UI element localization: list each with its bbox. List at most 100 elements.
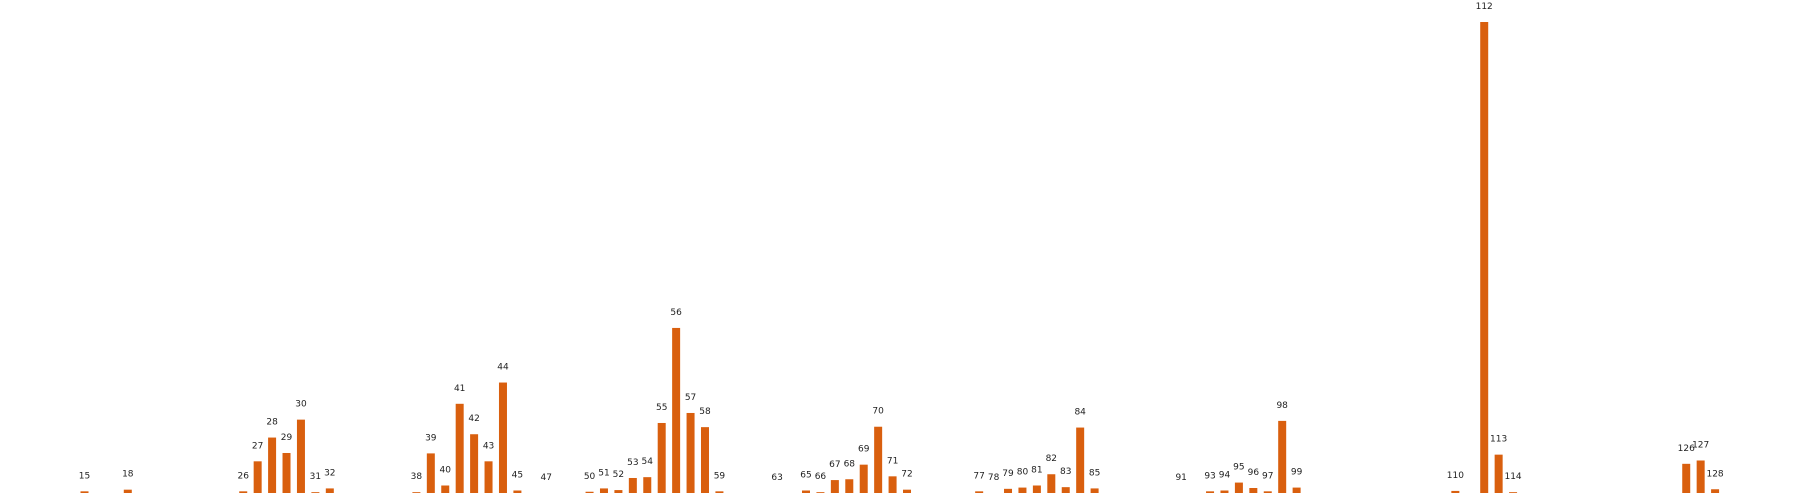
bar-42 xyxy=(470,434,479,493)
bar-18 xyxy=(123,489,132,493)
bar-84 xyxy=(1076,427,1085,493)
bar-32 xyxy=(325,488,334,493)
bar-127 xyxy=(1696,460,1705,493)
bar-69 xyxy=(859,464,868,493)
bar-label-68: 68 xyxy=(844,459,856,469)
bar-81 xyxy=(1032,485,1041,493)
bar-label-126: 126 xyxy=(1678,444,1695,454)
bar-label-128: 128 xyxy=(1706,469,1723,479)
bar-label-99: 99 xyxy=(1291,468,1303,478)
bar-112 xyxy=(1480,22,1489,493)
bar-66 xyxy=(816,492,825,493)
bar-28 xyxy=(268,437,277,493)
bar-label-38: 38 xyxy=(411,472,423,482)
bar-97 xyxy=(1263,491,1272,493)
bar-72 xyxy=(903,489,912,493)
bar-label-113: 113 xyxy=(1490,435,1507,445)
bar-label-65: 65 xyxy=(800,471,811,481)
bar-54 xyxy=(643,477,652,493)
bar-95 xyxy=(1234,482,1243,493)
bar-114 xyxy=(1509,492,1518,493)
bar-label-81: 81 xyxy=(1031,466,1042,476)
bar-label-29: 29 xyxy=(281,433,293,443)
bar-94 xyxy=(1220,490,1229,493)
bar-39 xyxy=(426,453,435,493)
bar-label-52: 52 xyxy=(613,470,624,480)
bar-79 xyxy=(1004,488,1013,493)
bar-label-40: 40 xyxy=(440,466,452,476)
bar-label-127: 127 xyxy=(1692,440,1709,450)
bar-label-72: 72 xyxy=(901,470,912,480)
bar-53 xyxy=(628,477,637,493)
bar-57 xyxy=(686,412,695,493)
bar-label-27: 27 xyxy=(252,441,263,451)
bar-67 xyxy=(830,480,839,493)
bar-41 xyxy=(455,403,464,493)
bar-label-91: 91 xyxy=(1175,473,1186,483)
bar-label-51: 51 xyxy=(598,468,609,478)
bar-98 xyxy=(1278,420,1287,493)
bar-label-82: 82 xyxy=(1046,454,1057,464)
bar-56 xyxy=(672,327,681,493)
bar-label-26: 26 xyxy=(238,471,250,481)
bar-44 xyxy=(498,382,507,493)
bar-30 xyxy=(296,419,305,493)
bar-58 xyxy=(700,427,709,493)
bar-label-77: 77 xyxy=(973,471,984,481)
bar-label-55: 55 xyxy=(656,403,667,413)
bar-label-97: 97 xyxy=(1262,471,1273,481)
bar-label-41: 41 xyxy=(454,384,465,394)
bar-label-95: 95 xyxy=(1233,463,1244,473)
bar-label-59: 59 xyxy=(714,471,726,481)
bar-43 xyxy=(484,461,493,493)
bar-label-112: 112 xyxy=(1476,2,1493,12)
bar-label-114: 114 xyxy=(1504,472,1521,482)
bar-label-96: 96 xyxy=(1248,468,1260,478)
bar-label-39: 39 xyxy=(425,433,437,443)
bar-31 xyxy=(311,492,320,493)
bar-65 xyxy=(802,490,810,493)
bar-label-80: 80 xyxy=(1017,468,1029,478)
bar-26 xyxy=(239,491,248,493)
bar-label-70: 70 xyxy=(872,407,884,417)
bar-113 xyxy=(1494,454,1503,493)
bar-83 xyxy=(1061,487,1070,493)
bar-label-56: 56 xyxy=(670,308,682,318)
bar-label-83: 83 xyxy=(1060,467,1071,477)
bar-99 xyxy=(1292,487,1301,493)
bar-label-15: 15 xyxy=(79,471,90,481)
bar-40 xyxy=(441,485,450,493)
bar-label-78: 78 xyxy=(988,473,1000,483)
bar-label-50: 50 xyxy=(584,472,596,482)
bar-label-30: 30 xyxy=(295,400,307,410)
bar-50 xyxy=(585,491,594,493)
bar-label-32: 32 xyxy=(324,468,335,478)
bar-label-44: 44 xyxy=(497,363,509,373)
bar-27 xyxy=(253,461,262,493)
bar-51 xyxy=(599,488,608,493)
bar-label-31: 31 xyxy=(310,472,321,482)
bar-55 xyxy=(657,422,666,493)
bar-label-45: 45 xyxy=(512,471,523,481)
bar-15 xyxy=(80,491,89,493)
bar-label-18: 18 xyxy=(122,470,134,480)
bar-label-54: 54 xyxy=(642,457,654,467)
bar-82 xyxy=(1047,474,1056,493)
bar-label-110: 110 xyxy=(1447,471,1464,481)
bar-77 xyxy=(975,491,984,493)
bar-label-53: 53 xyxy=(627,458,638,468)
bar-52 xyxy=(614,490,623,493)
bar-label-58: 58 xyxy=(699,407,711,417)
bar-label-57: 57 xyxy=(685,393,696,403)
bar-70 xyxy=(874,426,883,493)
bar-126 xyxy=(1682,463,1691,493)
bar-label-28: 28 xyxy=(266,418,278,428)
bar-45 xyxy=(513,490,522,493)
bar-label-84: 84 xyxy=(1074,408,1086,418)
bar-label-63: 63 xyxy=(771,473,782,483)
bar-label-42: 42 xyxy=(468,414,479,424)
bar-label-85: 85 xyxy=(1089,468,1100,478)
bar-label-47: 47 xyxy=(541,473,552,483)
